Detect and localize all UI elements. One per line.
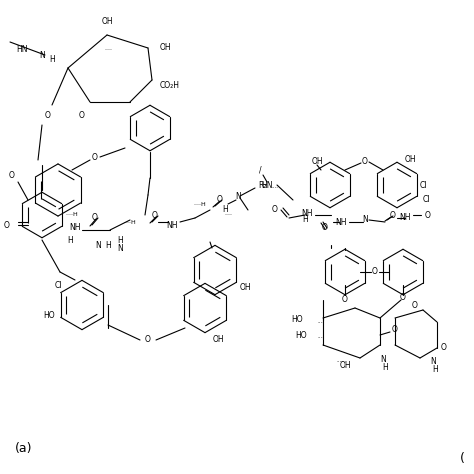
- Text: O: O: [441, 344, 447, 353]
- Text: O: O: [390, 210, 396, 219]
- Text: ····H: ····H: [124, 219, 137, 225]
- Text: O: O: [425, 210, 431, 219]
- Text: ····: ····: [318, 336, 325, 340]
- Text: ····H: ····H: [65, 212, 78, 218]
- Text: O: O: [271, 206, 277, 215]
- Text: NH: NH: [301, 209, 313, 218]
- Text: OH: OH: [240, 283, 252, 292]
- Text: O: O: [79, 110, 85, 119]
- Text: (: (: [460, 452, 465, 465]
- Text: Cl: Cl: [423, 195, 430, 204]
- Text: O: O: [92, 154, 98, 163]
- Text: O: O: [152, 210, 158, 219]
- Text: Cl: Cl: [420, 181, 428, 190]
- Text: O: O: [145, 336, 151, 345]
- Text: ····: ····: [337, 359, 344, 365]
- Text: /: /: [259, 165, 261, 174]
- Text: O: O: [9, 171, 15, 180]
- Text: OH: OH: [311, 157, 323, 166]
- Text: O: O: [400, 293, 406, 302]
- Text: N: N: [95, 240, 101, 249]
- Text: ····: ····: [224, 212, 232, 218]
- Text: OH: OH: [160, 44, 172, 53]
- Text: HN: HN: [262, 181, 273, 190]
- Text: HO: HO: [292, 316, 303, 325]
- Text: H: H: [432, 365, 438, 374]
- Text: O: O: [342, 295, 348, 304]
- Text: N: N: [117, 244, 123, 253]
- Text: O: O: [217, 195, 223, 204]
- Text: OH: OH: [212, 336, 224, 345]
- Text: O: O: [92, 213, 98, 222]
- Text: O: O: [372, 267, 378, 276]
- Text: N: N: [39, 51, 45, 60]
- Text: HO: HO: [44, 310, 55, 319]
- Text: O: O: [362, 157, 368, 166]
- Text: O: O: [412, 301, 418, 310]
- Text: ····: ····: [318, 320, 325, 326]
- Text: CO₂H: CO₂H: [160, 81, 180, 90]
- Text: R₂: R₂: [258, 181, 266, 190]
- Text: O: O: [322, 224, 328, 233]
- Text: NH: NH: [399, 213, 411, 222]
- Text: (a): (a): [15, 442, 33, 455]
- Text: O: O: [4, 220, 10, 229]
- Text: ····: ····: [272, 185, 279, 191]
- Text: H: H: [382, 363, 388, 372]
- Text: H: H: [49, 55, 55, 64]
- Text: NH: NH: [69, 224, 81, 233]
- Text: OH: OH: [101, 18, 113, 27]
- Text: NH: NH: [335, 218, 347, 227]
- Text: O: O: [45, 110, 51, 119]
- Text: N: N: [380, 356, 386, 365]
- Text: H: H: [117, 236, 123, 245]
- Text: H: H: [302, 216, 308, 225]
- Text: H: H: [67, 236, 73, 245]
- Text: OH: OH: [339, 361, 351, 370]
- Text: H: H: [222, 206, 228, 215]
- Text: O: O: [392, 326, 398, 335]
- Text: Cl: Cl: [55, 281, 62, 290]
- Text: NH: NH: [166, 220, 178, 229]
- Text: ····H: ····H: [193, 202, 206, 208]
- Text: N: N: [430, 357, 436, 366]
- Text: ····: ····: [104, 47, 112, 53]
- Text: HO: HO: [295, 330, 307, 339]
- Text: H: H: [105, 240, 111, 249]
- Text: HN: HN: [17, 46, 28, 55]
- Text: OH: OH: [405, 155, 417, 164]
- Text: N: N: [235, 192, 241, 201]
- Text: N: N: [362, 216, 368, 225]
